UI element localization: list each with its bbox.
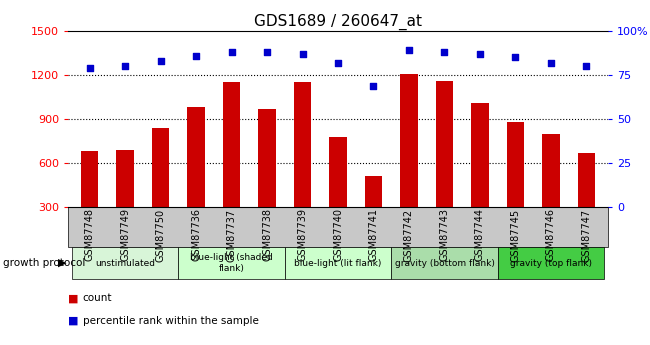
Text: ■: ■: [68, 316, 79, 326]
Point: [546, 60, 556, 66]
Bar: [329, 137, 347, 251]
Bar: [151, 128, 170, 251]
Point: [155, 58, 166, 64]
Bar: [436, 81, 453, 251]
Point: [333, 60, 343, 66]
Bar: [258, 109, 276, 251]
Bar: [400, 73, 418, 251]
Point: [439, 49, 450, 55]
Text: count: count: [83, 294, 112, 303]
Bar: [471, 103, 489, 251]
Text: unstimulated: unstimulated: [95, 258, 155, 268]
Bar: [365, 176, 382, 251]
Text: blue-light (shaded
flank): blue-light (shaded flank): [190, 253, 273, 273]
Text: percentile rank within the sample: percentile rank within the sample: [83, 316, 259, 326]
Point: [84, 65, 95, 71]
Title: GDS1689 / 260647_at: GDS1689 / 260647_at: [254, 13, 422, 30]
Bar: [542, 134, 560, 251]
Point: [510, 55, 521, 60]
Bar: [187, 107, 205, 251]
Text: gravity (bottom flank): gravity (bottom flank): [395, 258, 495, 268]
Bar: [506, 122, 525, 251]
Bar: [294, 82, 311, 251]
Bar: [578, 153, 595, 251]
Point: [369, 83, 379, 88]
Text: growth protocol: growth protocol: [3, 258, 86, 268]
Point: [226, 49, 237, 55]
Point: [120, 63, 130, 69]
Text: blue-light (lit flank): blue-light (lit flank): [294, 258, 382, 268]
Bar: [116, 150, 134, 251]
Bar: [223, 82, 240, 251]
Point: [474, 51, 485, 57]
Point: [404, 48, 414, 53]
Point: [581, 63, 592, 69]
Text: ■: ■: [68, 294, 79, 303]
Point: [262, 49, 272, 55]
Point: [191, 53, 202, 58]
Bar: [81, 151, 98, 251]
Text: gravity (top flank): gravity (top flank): [510, 258, 592, 268]
Text: ▶: ▶: [58, 258, 67, 268]
Point: [297, 51, 307, 57]
